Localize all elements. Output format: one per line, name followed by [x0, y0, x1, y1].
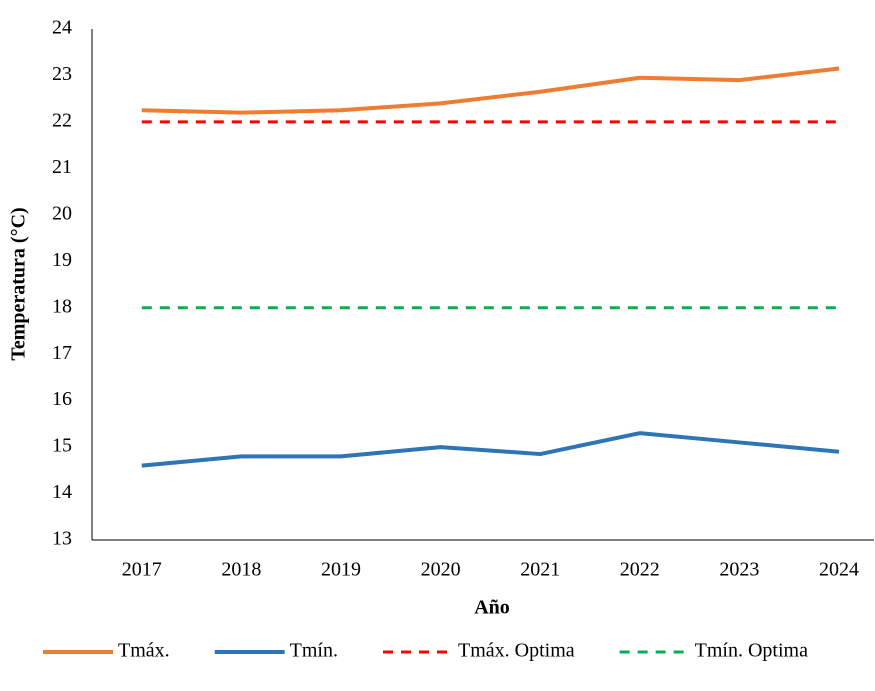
y-tick-label: 17: [52, 342, 72, 364]
y-tick-label: 19: [52, 249, 72, 271]
y-tick-label: 15: [52, 435, 72, 457]
x-tick-label: 2022: [620, 559, 660, 581]
legend-label: Tmáx. Optima: [458, 640, 575, 662]
x-tick-label: 2021: [520, 559, 560, 581]
y-tick-label: 14: [52, 481, 72, 503]
series-line: [141, 66, 840, 115]
legend-label: Tmín.: [290, 640, 338, 662]
y-tick-label: 23: [52, 63, 72, 85]
y-tick-label: 18: [52, 295, 72, 317]
legend-label: Tmín. Optima: [695, 640, 808, 662]
x-tick-label: 2023: [719, 559, 759, 581]
y-tick-label: 16: [52, 388, 72, 410]
x-tick-label: 2020: [421, 559, 461, 581]
y-tick-label: 13: [52, 528, 72, 550]
y-tick-label: 24: [52, 17, 72, 39]
legend-label: Tmáx.: [118, 640, 170, 662]
y-axis-title: Temperatura (°C): [8, 207, 30, 360]
x-axis-title: Año: [474, 597, 510, 619]
y-tick-label: 20: [52, 202, 72, 224]
y-tick-label: 22: [52, 110, 72, 132]
series-line: [141, 431, 840, 468]
x-tick-label: 2018: [221, 559, 261, 581]
x-tick-label: 2019: [321, 559, 361, 581]
x-tick-label: 2024: [819, 559, 859, 581]
x-tick-label: 2017: [122, 559, 162, 581]
y-tick-label: 21: [52, 156, 72, 178]
